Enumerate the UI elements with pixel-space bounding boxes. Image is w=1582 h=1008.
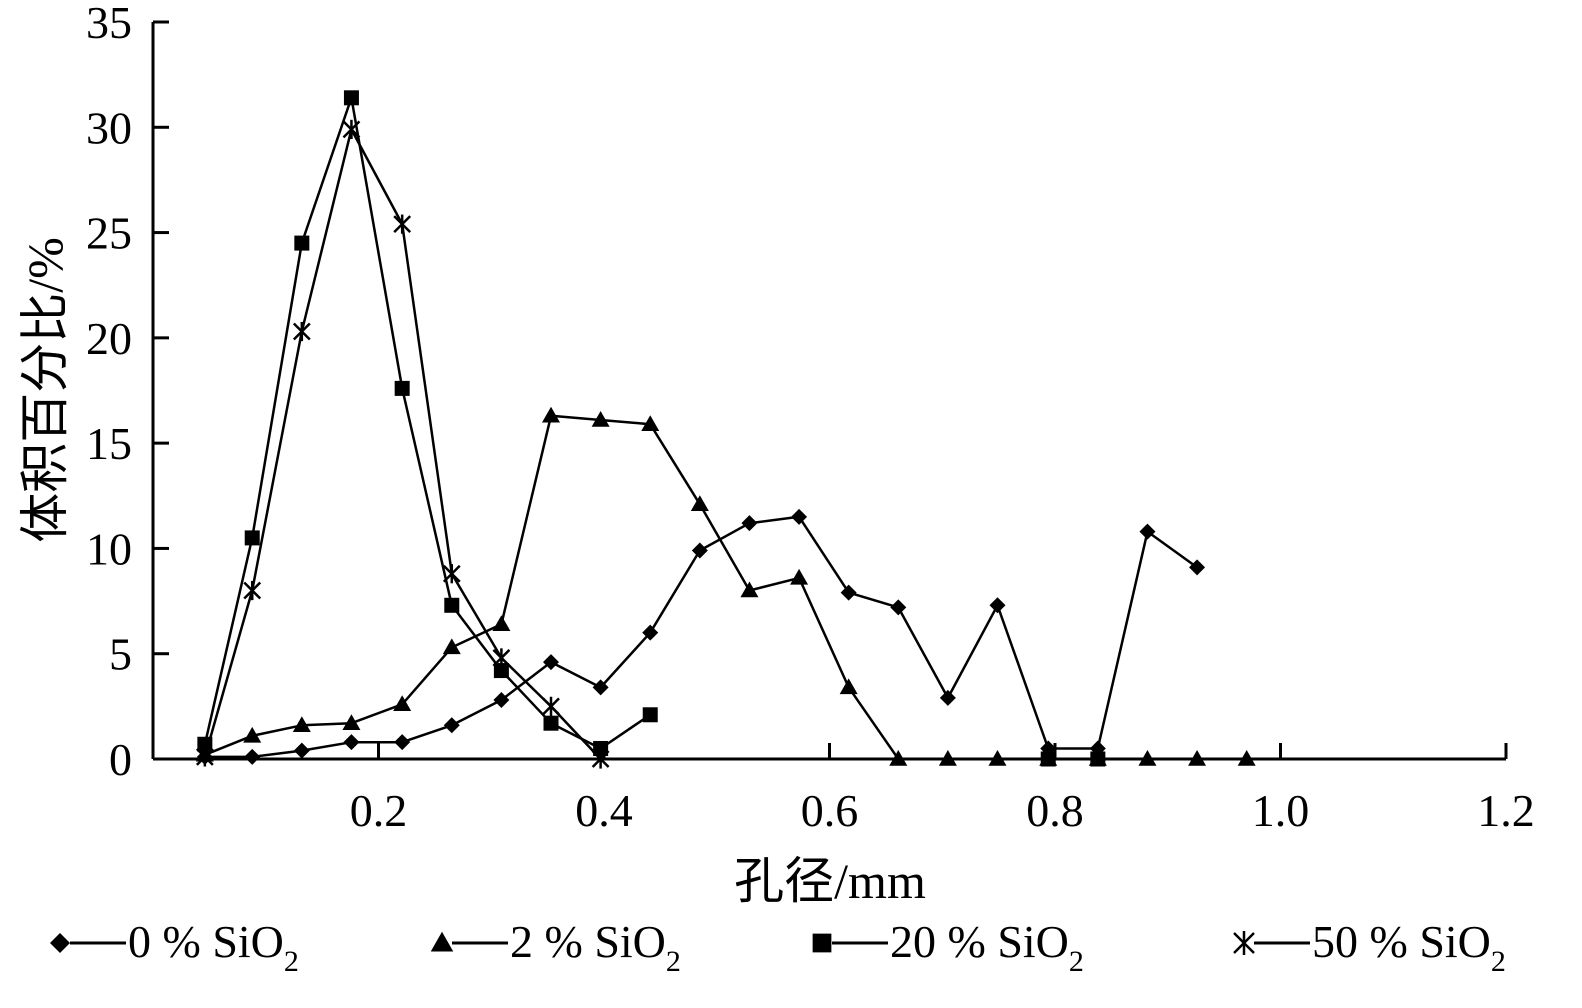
data-point-triangle bbox=[839, 678, 858, 695]
x-tick-label: 1.0 bbox=[1252, 785, 1310, 836]
data-point-triangle bbox=[292, 716, 311, 733]
x-tick-label: 0.6 bbox=[801, 785, 859, 836]
data-point-star bbox=[195, 747, 214, 767]
data-point-square bbox=[343, 90, 359, 106]
data-point-star bbox=[1233, 931, 1255, 955]
data-point-star bbox=[542, 696, 560, 716]
data-point-diamond bbox=[343, 734, 360, 751]
data-point-triangle bbox=[938, 750, 957, 766]
data-point-square bbox=[244, 530, 260, 546]
series-3 bbox=[195, 119, 610, 769]
data-point-triangle bbox=[591, 410, 610, 427]
series-line bbox=[204, 414, 1247, 761]
series-group bbox=[195, 90, 1256, 769]
data-point-square bbox=[444, 597, 460, 613]
y-tick-label: 25 bbox=[86, 208, 132, 259]
data-point-diamond bbox=[543, 654, 560, 671]
ticks-group: 0.2 0.4 0.6 0.8 1.0 1.2 0 5 10 15 20 25 30 35 bbox=[86, 0, 1535, 836]
legend-label: 20 % SiO2 bbox=[890, 916, 1084, 978]
x-tick-label: 0.2 bbox=[350, 785, 408, 836]
y-tick-label: 15 bbox=[86, 418, 132, 469]
data-point-star bbox=[292, 321, 311, 342]
data-point-diamond bbox=[394, 734, 411, 751]
legend-label: 2 % SiO2 bbox=[510, 916, 681, 978]
legend-item: 20 % SiO2 bbox=[812, 916, 1084, 978]
data-point-star bbox=[342, 119, 361, 139]
data-point-triangle bbox=[1138, 750, 1157, 766]
y-tick-label: 30 bbox=[86, 102, 132, 153]
data-point-triangle bbox=[430, 931, 454, 952]
legend-label: 0 % SiO2 bbox=[128, 916, 299, 978]
data-point-diamond bbox=[890, 599, 907, 616]
data-point-diamond bbox=[493, 692, 510, 709]
data-point-diamond bbox=[443, 717, 460, 734]
data-point-diamond bbox=[244, 748, 261, 765]
series-line bbox=[203, 96, 651, 750]
data-point-diamond bbox=[939, 689, 956, 706]
data-point-star bbox=[442, 564, 461, 584]
data-point-triangle bbox=[393, 695, 412, 712]
data-point-diamond bbox=[592, 679, 609, 696]
data-point-square bbox=[812, 933, 832, 953]
legend: 0 % SiO2 2 % SiO2 20 % SiO2 50 % SiO2 bbox=[50, 916, 1506, 978]
y-axis-title: 体积百分比/% bbox=[17, 237, 73, 543]
data-point-triangle bbox=[988, 750, 1007, 766]
series-0 bbox=[196, 508, 1206, 765]
data-point-diamond bbox=[840, 584, 857, 601]
legend-item: 2 % SiO2 bbox=[430, 916, 681, 978]
data-point-triangle bbox=[492, 615, 511, 631]
data-point-triangle bbox=[790, 568, 809, 585]
data-point-star bbox=[243, 580, 262, 601]
data-point-diamond bbox=[791, 508, 808, 525]
data-point-star bbox=[591, 749, 610, 769]
y-tick-label: 5 bbox=[109, 629, 132, 680]
y-tick-label: 20 bbox=[86, 313, 132, 364]
data-point-diamond bbox=[691, 542, 708, 559]
data-point-triangle bbox=[641, 415, 660, 431]
data-point-square bbox=[294, 235, 310, 251]
data-point-square bbox=[1090, 751, 1106, 767]
data-point-triangle bbox=[1188, 750, 1207, 766]
data-point-triangle bbox=[740, 581, 759, 598]
axis-titles: 孔径/mm 体积百分比/% bbox=[17, 237, 926, 909]
data-point-triangle bbox=[243, 726, 262, 743]
data-point-triangle bbox=[1237, 750, 1256, 766]
data-point-square bbox=[642, 707, 658, 723]
legend-label: 50 % SiO2 bbox=[1312, 916, 1506, 978]
data-point-square bbox=[543, 715, 559, 731]
data-point-diamond bbox=[293, 742, 310, 759]
data-point-diamond bbox=[1139, 523, 1156, 540]
data-point-star bbox=[393, 214, 412, 234]
data-point-triangle bbox=[442, 638, 461, 655]
x-tick-label: 0.4 bbox=[575, 785, 633, 836]
y-tick-label: 0 bbox=[109, 734, 132, 785]
data-point-square bbox=[593, 740, 609, 756]
data-point-triangle bbox=[690, 495, 709, 511]
x-axis-title: 孔径/mm bbox=[734, 853, 926, 909]
data-point-star bbox=[492, 648, 511, 668]
data-point-triangle bbox=[342, 714, 361, 730]
y-tick-label: 35 bbox=[86, 0, 132, 48]
data-point-diamond bbox=[50, 933, 70, 953]
data-point-square bbox=[1040, 751, 1056, 767]
x-tick-label: 0.8 bbox=[1026, 785, 1084, 836]
data-point-square bbox=[394, 380, 410, 396]
data-point-triangle bbox=[889, 750, 908, 766]
data-point-diamond bbox=[989, 597, 1006, 614]
x-tick-label: 1.2 bbox=[1477, 785, 1535, 836]
data-point-diamond bbox=[741, 515, 758, 532]
y-tick-label: 10 bbox=[86, 523, 132, 574]
data-point-triangle bbox=[542, 406, 561, 423]
data-point-square bbox=[493, 663, 509, 679]
series-1 bbox=[195, 406, 1256, 766]
legend-item: 0 % SiO2 bbox=[50, 916, 299, 978]
data-point-diamond bbox=[1189, 559, 1206, 576]
legend-item: 50 % SiO2 bbox=[1233, 916, 1506, 978]
data-point-diamond bbox=[642, 624, 659, 641]
